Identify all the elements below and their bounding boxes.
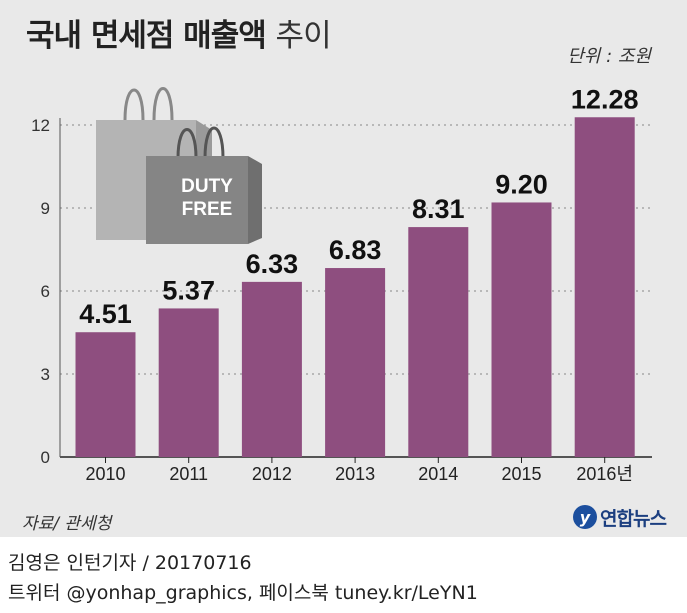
value-label: 8.31 — [412, 194, 465, 224]
bar — [75, 332, 136, 457]
unit-label: 단위 : 조원 — [567, 46, 651, 67]
value-label: 12.28 — [571, 84, 639, 114]
y-tick-label: 0 — [41, 448, 50, 467]
x-tick-label: 2014 — [418, 464, 458, 484]
x-tick-label: 2012 — [252, 464, 292, 484]
title-sub: 추이 — [275, 18, 332, 54]
chart-title: 국내 면세점 매출액 추이 — [26, 10, 332, 55]
bar — [158, 308, 219, 457]
source-note: 자료/ 관세청 — [22, 514, 112, 534]
value-label: 6.83 — [329, 235, 382, 265]
x-tick-label: 2011 — [169, 464, 208, 484]
value-label: 9.20 — [495, 169, 548, 199]
y-tick-label: 6 — [41, 282, 50, 301]
credit-line: 김영은 인턴기자 / 20170716 — [8, 552, 252, 574]
x-tick-label: 2016년 — [576, 464, 633, 484]
y-tick-label: 9 — [41, 199, 50, 218]
y-tick-label: 3 — [41, 365, 50, 384]
bar — [325, 268, 386, 457]
x-axis-labels: 2010 2011 2012 2013 2014 2015 2016년 — [85, 457, 633, 484]
bar — [408, 227, 469, 457]
value-label: 6.33 — [246, 249, 299, 279]
title-main: 국내 면세점 매출액 — [26, 18, 267, 54]
bar — [241, 281, 302, 457]
x-tick-label: 2015 — [501, 464, 541, 484]
yonhap-logo: y 연합뉴스 — [573, 503, 667, 531]
x-tick-label: 2013 — [335, 464, 375, 484]
value-label: 4.51 — [79, 299, 132, 329]
bar — [491, 202, 552, 457]
logo-text: 연합뉴스 — [600, 507, 667, 530]
bag-label-line2: FREE — [182, 199, 233, 220]
logo-mark-icon: y — [573, 505, 597, 529]
value-labels: 4.51 5.37 6.33 6.83 8.31 9.20 12.28 — [79, 84, 638, 329]
bars — [75, 117, 635, 458]
y-axis-ticks: 0 3 6 9 12 — [31, 116, 50, 467]
y-tick-label: 12 — [31, 116, 50, 135]
value-label: 5.37 — [162, 275, 215, 305]
x-tick-label: 2010 — [85, 464, 125, 484]
bar — [574, 117, 635, 458]
shopping-bag-icon: DUTY FREE — [96, 87, 262, 244]
social-line: 트위터 @yonhap_graphics, 페이스북 tuney.kr/LeYN… — [8, 582, 478, 604]
bag-label-line1: DUTY — [181, 176, 233, 197]
